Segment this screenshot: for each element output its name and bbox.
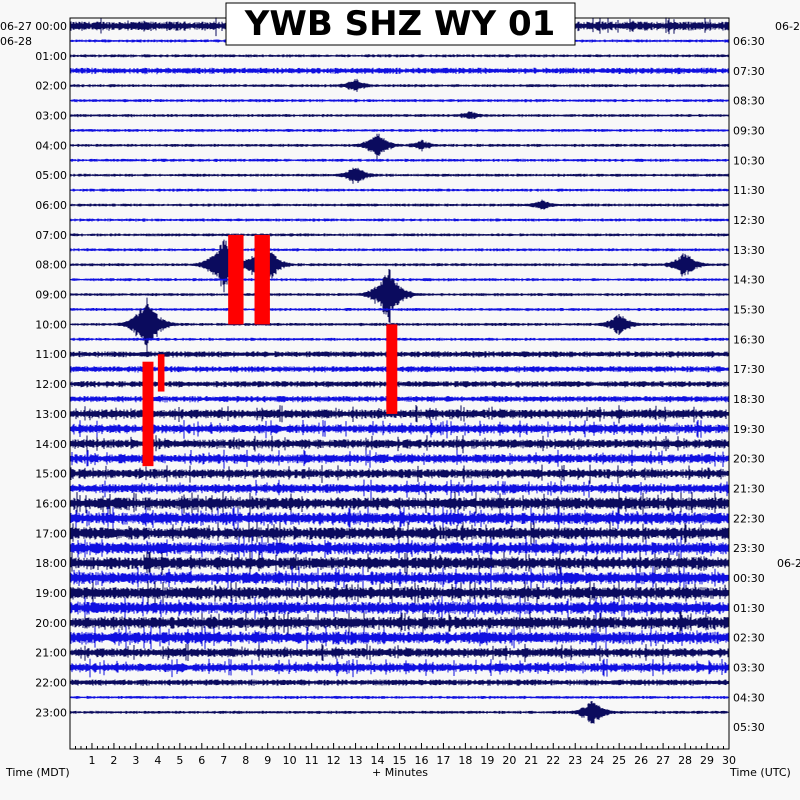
- x-tick-label: 28: [678, 754, 692, 767]
- left-hour-label: 14:00: [35, 438, 67, 451]
- x-tick-label: 3: [132, 754, 139, 767]
- right-hour-label: 16:30: [733, 333, 765, 346]
- x-tick-label: 22: [546, 754, 560, 767]
- right-hour-label: 12:30: [733, 214, 765, 227]
- left-hour-label: 21:00: [35, 647, 67, 660]
- left-hour-label: 18:00: [35, 557, 67, 570]
- left-hour-label: 04:00: [35, 139, 67, 152]
- left-hour-label: 17:00: [35, 527, 67, 540]
- x-tick-label: 18: [458, 754, 472, 767]
- left-hour-label: 03:00: [35, 110, 67, 123]
- left-date-current: 06-28: [0, 35, 32, 48]
- x-tick-label: 14: [371, 754, 385, 767]
- right-hour-label: 03:30: [733, 662, 765, 675]
- x-tick-label: 17: [436, 754, 450, 767]
- x-tick-label: 9: [264, 754, 271, 767]
- left-hour-label: 08:00: [35, 259, 67, 272]
- clipped-segments: [142, 234, 398, 467]
- right-hour-label: 00:30: [733, 572, 765, 585]
- x-tick-label: 12: [327, 754, 341, 767]
- x-tick-label: 6: [198, 754, 205, 767]
- left-hour-label: 20:00: [35, 617, 67, 630]
- right-date-current: 06-2: [775, 20, 800, 33]
- x-tick-label: 23: [568, 754, 582, 767]
- left-date-prev: 06-27: [0, 20, 32, 33]
- left-hour-label: 00:00: [35, 20, 67, 33]
- x-tick-label: 10: [283, 754, 297, 767]
- left-hour-label: 09:00: [35, 289, 67, 302]
- right-hour-label: 13:30: [733, 244, 765, 257]
- left-axis-title: Time (MDT): [5, 766, 70, 779]
- x-tick-label: 30: [722, 754, 736, 767]
- left-hour-label: 07:00: [35, 229, 67, 242]
- left-time-axis: 00:00 01:00 02:00 03:00 04:00 05:00 06:00 07:00…: [35, 20, 67, 719]
- right-hour-label: 19:30: [733, 423, 765, 436]
- clipped-segment: [142, 361, 154, 467]
- right-hour-label: 14:30: [733, 274, 765, 287]
- right-hour-label: 06:30: [733, 35, 765, 48]
- x-tick-label: 25: [612, 754, 626, 767]
- left-hour-label: 19:00: [35, 587, 67, 600]
- x-tick-label: 1: [88, 754, 95, 767]
- right-date-next: 06-2: [777, 557, 800, 570]
- left-hour-label: 16:00: [35, 497, 67, 510]
- x-tick-label: 26: [634, 754, 648, 767]
- right-hour-label: 23:30: [733, 542, 765, 555]
- left-hour-label: 15:00: [35, 468, 67, 481]
- x-tick-label: 19: [480, 754, 494, 767]
- chart-title: YWB SHZ WY 01: [244, 4, 556, 44]
- left-hour-label: 23:00: [35, 706, 67, 719]
- right-hour-label: 02:30: [733, 632, 765, 645]
- x-tick-label: 11: [305, 754, 319, 767]
- clipped-segment: [157, 354, 165, 392]
- left-hour-label: 11:00: [35, 348, 67, 361]
- x-tick-label: 13: [349, 754, 363, 767]
- x-tick-label: 21: [524, 754, 538, 767]
- right-hour-label: 10:30: [733, 154, 765, 167]
- left-hour-label: 01:00: [35, 50, 67, 63]
- x-tick-label: 16: [414, 754, 428, 767]
- right-hour-label: 18:30: [733, 393, 765, 406]
- x-tick-label: 20: [502, 754, 516, 767]
- right-hour-label: 17:30: [733, 363, 765, 376]
- right-hour-label: 15:30: [733, 303, 765, 316]
- right-hour-label: 07:30: [733, 65, 765, 78]
- title-box: [225, 2, 576, 46]
- clipped-segment: [254, 234, 270, 325]
- x-tick-label: 29: [700, 754, 714, 767]
- right-hour-label: 21:30: [733, 483, 765, 496]
- left-hour-label: 13:00: [35, 408, 67, 421]
- right-hour-label: 04:30: [733, 691, 765, 704]
- right-hour-label: 20:30: [733, 453, 765, 466]
- x-tick-label: 2: [110, 754, 117, 767]
- right-hour-label: 08:30: [733, 95, 765, 108]
- left-hour-label: 12:00: [35, 378, 67, 391]
- left-hour-label: 05:00: [35, 169, 67, 182]
- right-hour-label: 05:30: [733, 721, 765, 734]
- x-tick-label: 7: [220, 754, 227, 767]
- clipped-segment: [228, 234, 244, 325]
- x-axis-title: + Minutes: [372, 766, 428, 779]
- right-hour-label: 09:30: [733, 124, 765, 137]
- x-tick-label: 5: [176, 754, 183, 767]
- left-hour-label: 10:00: [35, 318, 67, 331]
- right-hour-label: 11:30: [733, 184, 765, 197]
- left-hour-label: 02:00: [35, 80, 67, 93]
- x-tick-label: 15: [393, 754, 407, 767]
- right-hour-label: 01:30: [733, 602, 765, 615]
- x-tick-label: 8: [242, 754, 249, 767]
- clipped-segment: [386, 324, 398, 414]
- right-axis-title: Time (UTC): [729, 766, 791, 779]
- x-tick-label: 24: [590, 754, 604, 767]
- x-tick-label: 4: [154, 754, 161, 767]
- left-hour-label: 22:00: [35, 676, 67, 689]
- left-hour-label: 06:00: [35, 199, 67, 212]
- right-time-axis: 06:30 07:30 08:30 09:30 10:30 11:30 12:30 13:30…: [733, 35, 765, 734]
- x-axis-ticks: 1 2 3 4 5 6 7 8 9 10 11 12 13 14 15 16 17 18 19 20 21 22 23 24 2…: [69, 743, 736, 767]
- right-hour-label: 22:30: [733, 512, 765, 525]
- x-tick-label: 27: [656, 754, 670, 767]
